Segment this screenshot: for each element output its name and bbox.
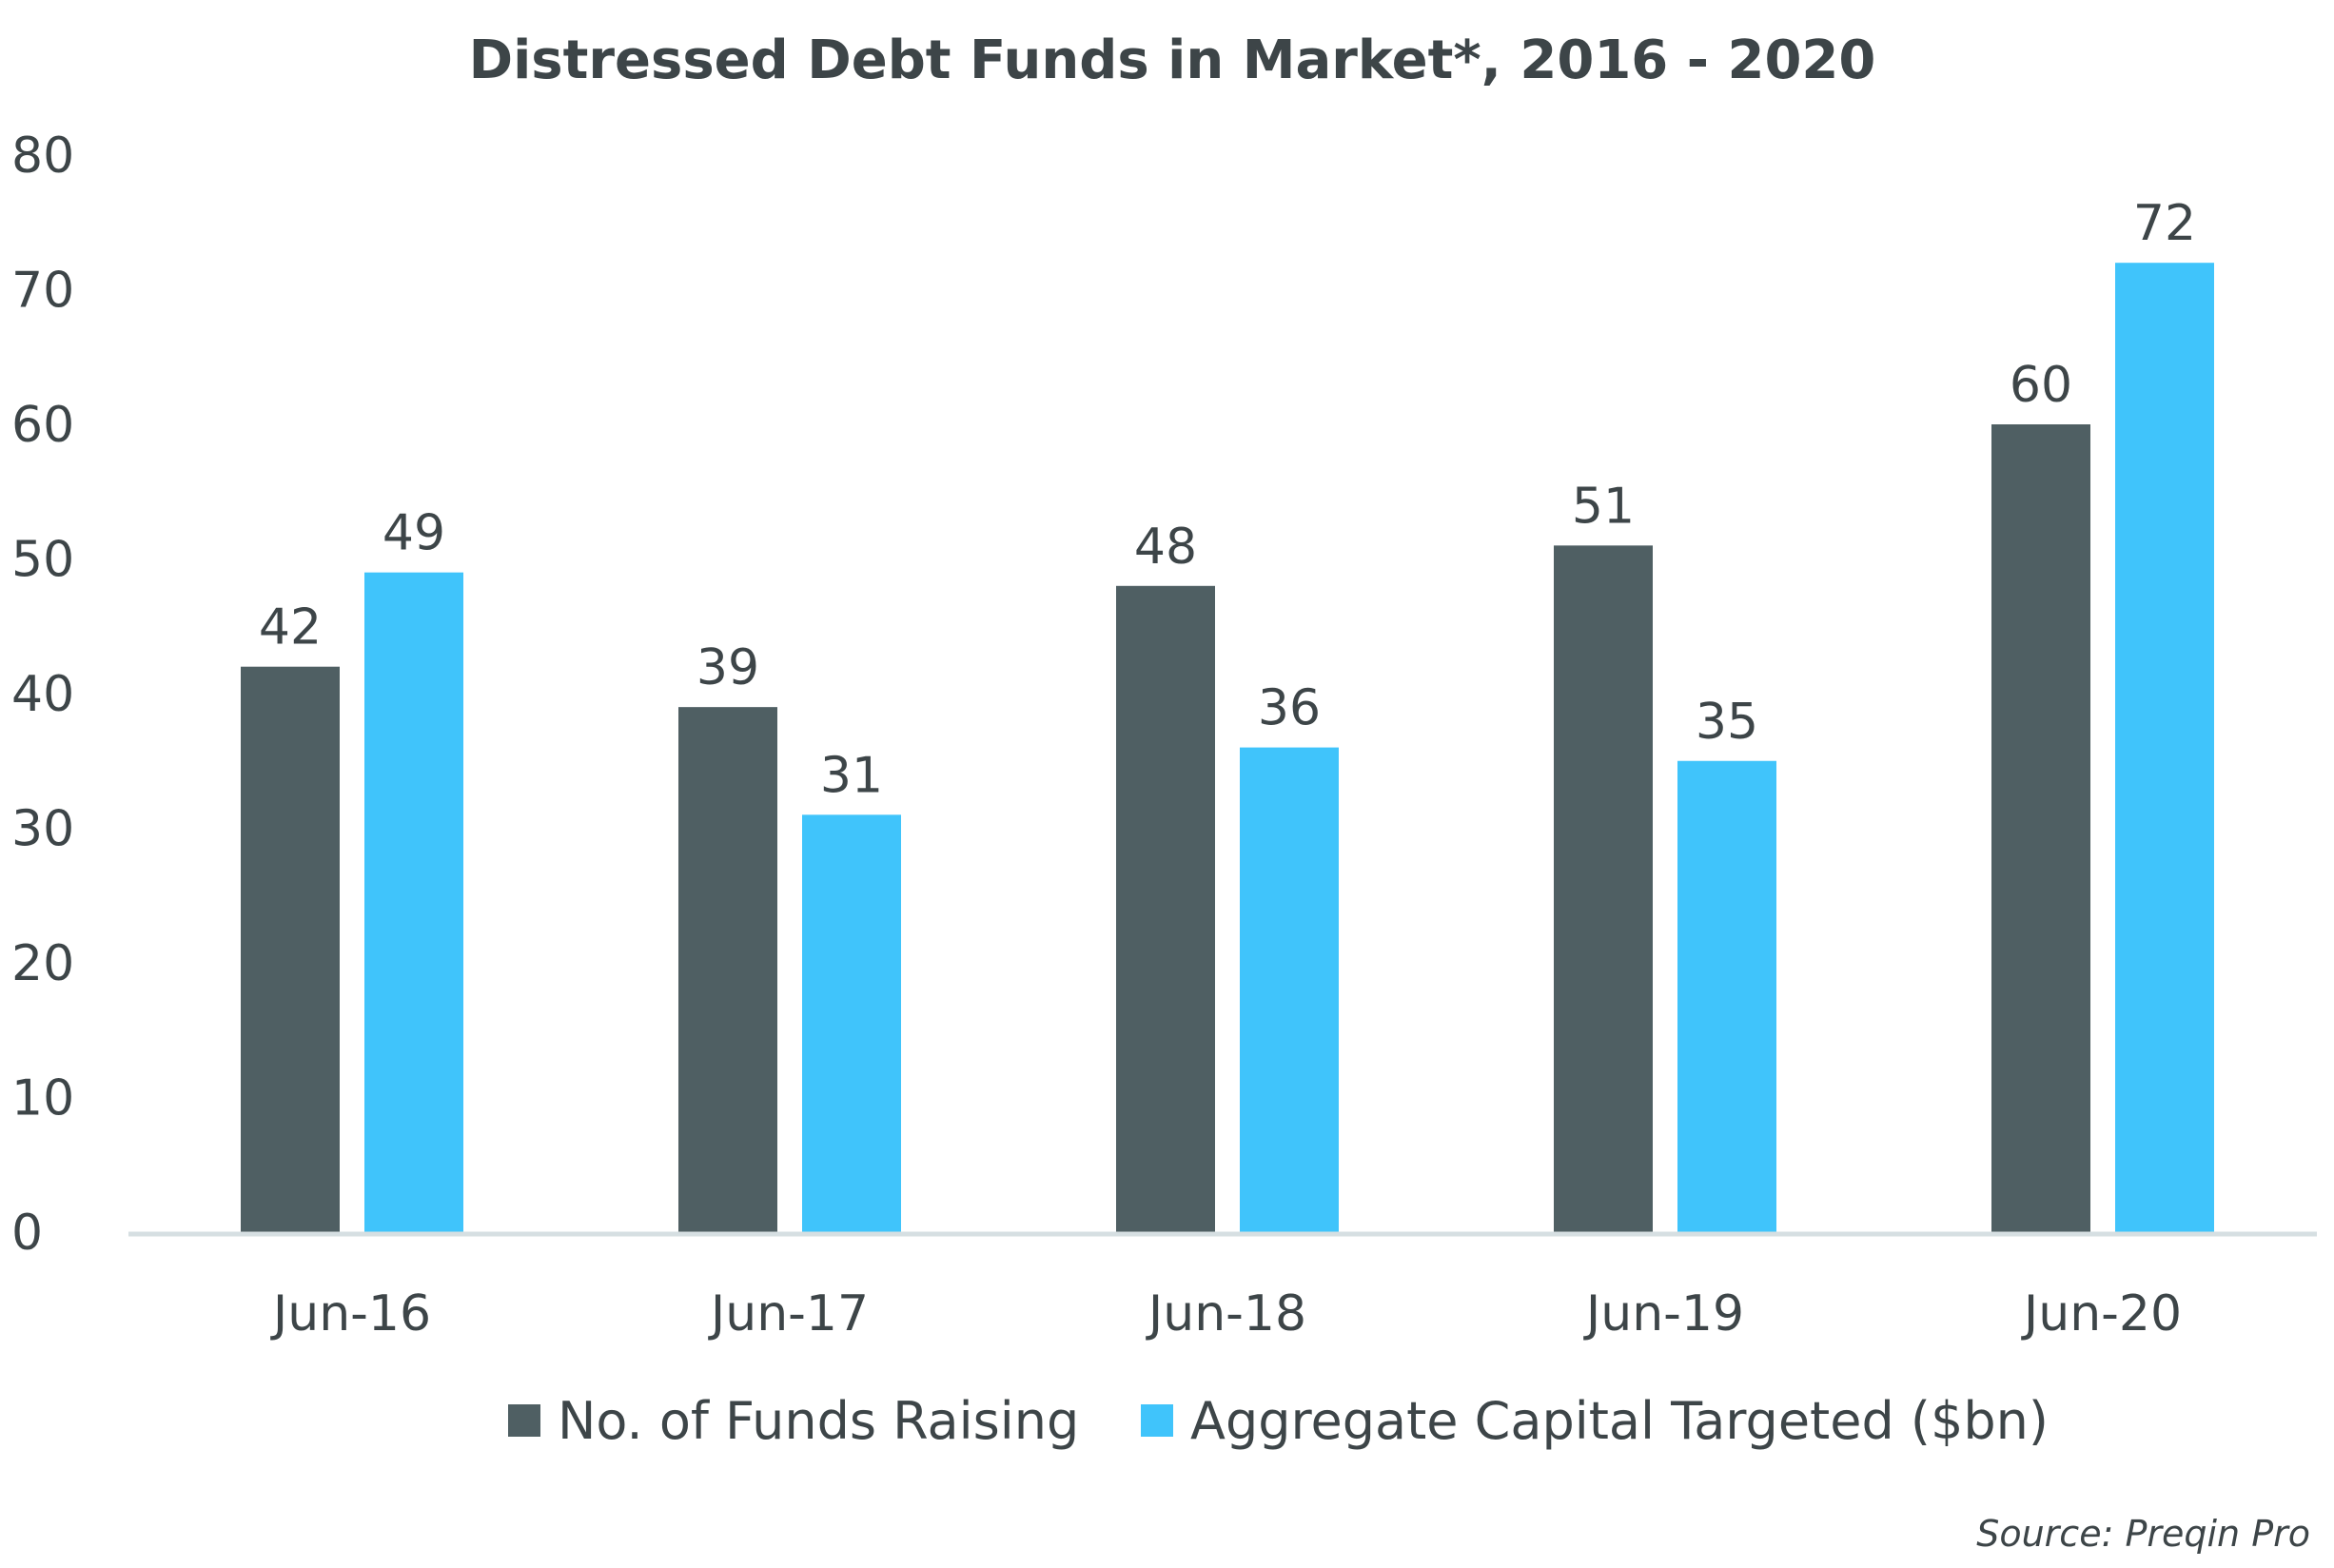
bar	[1677, 760, 1776, 1232]
bar	[678, 707, 777, 1232]
legend-label: Aggregate Capital Targeted ($bn)	[1190, 1391, 2049, 1451]
y-tick-label: 40	[11, 666, 74, 723]
data-label: 36	[1258, 680, 1321, 737]
x-tick-label: Jun-20	[2021, 1285, 2182, 1343]
x-tick-label: Jun-19	[1583, 1285, 1744, 1343]
y-tick-label: 30	[11, 801, 74, 858]
legend-label: No. of Funds Raising	[558, 1391, 1079, 1451]
legend-swatch	[508, 1404, 540, 1437]
bar	[1991, 424, 2090, 1232]
data-label: 49	[382, 505, 445, 562]
source-note: Source: Preqin Pro	[1976, 1513, 2310, 1555]
bar	[802, 814, 901, 1232]
x-tick-label: Jun-17	[708, 1285, 869, 1343]
x-tick-label: Jun-18	[1146, 1285, 1306, 1343]
bar	[364, 572, 463, 1232]
y-tick-label: 10	[11, 1070, 74, 1127]
y-tick-label: 60	[11, 397, 74, 454]
y-tick-label: 80	[11, 127, 74, 185]
legend: No. of Funds Raising Aggregate Capital Ta…	[508, 1391, 2049, 1451]
chart-title: Distressed Debt Funds in Market*, 2016 -…	[469, 29, 1876, 91]
y-tick-label: 0	[11, 1205, 43, 1262]
data-label: 72	[2133, 195, 2196, 252]
data-label: 48	[1134, 519, 1197, 576]
data-label: 35	[1696, 694, 1758, 751]
legend-swatch	[1141, 1404, 1173, 1437]
data-label: 39	[696, 639, 759, 696]
data-label: 42	[259, 599, 322, 657]
data-label: 31	[820, 747, 883, 804]
y-tick-label: 20	[11, 935, 74, 992]
data-label: 51	[1572, 478, 1635, 535]
bar	[1554, 545, 1653, 1232]
bar	[241, 666, 340, 1232]
x-tick-label: Jun-16	[270, 1285, 431, 1343]
y-axis: 0 10 20 30 40 50 60 70 80	[11, 127, 74, 1262]
bar	[1240, 747, 1339, 1232]
y-tick-label: 70	[11, 263, 74, 320]
y-tick-label: 50	[11, 532, 74, 589]
bars: 42 49 39 31 48 36 51 35 60 72	[241, 195, 2214, 1232]
bar	[1116, 585, 1215, 1232]
data-label: 60	[2010, 357, 2072, 414]
bar	[2115, 263, 2214, 1232]
x-axis: Jun-16 Jun-17 Jun-18 Jun-19 Jun-20	[270, 1285, 2182, 1343]
